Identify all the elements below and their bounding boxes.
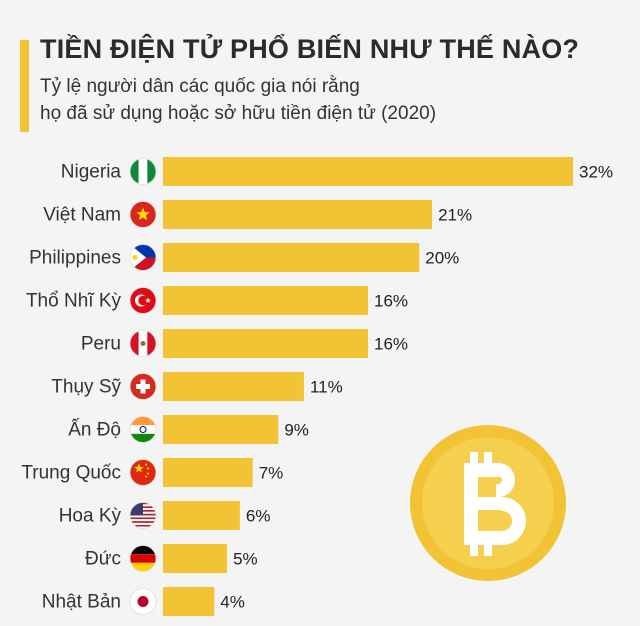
country-label: Peru xyxy=(81,334,121,355)
value-label: 32% xyxy=(579,163,613,182)
bar-row: Nigeria 32% xyxy=(61,157,613,186)
bar xyxy=(163,501,240,530)
bar xyxy=(163,329,368,358)
title-accent-bar xyxy=(20,40,29,132)
value-label: 11% xyxy=(310,378,343,397)
flag-japan-icon xyxy=(129,588,157,615)
value-label: 16% xyxy=(374,335,408,354)
bar-row: Nhật Bản 4% xyxy=(42,587,245,616)
bar-row: Hoa Kỳ 6% xyxy=(59,501,271,530)
bar-row: Ấn Độ 9% xyxy=(68,415,309,444)
bar-row: Việt Nam 21% xyxy=(43,200,472,229)
bar xyxy=(163,200,433,229)
country-label: Nigeria xyxy=(61,162,122,183)
flag-germany-icon xyxy=(129,545,157,572)
value-label: 6% xyxy=(246,507,271,526)
value-label: 9% xyxy=(284,421,309,440)
country-label: Thổ Nhĩ Kỳ xyxy=(26,291,122,312)
bar-row: Đức 5% xyxy=(85,544,258,573)
bar xyxy=(163,544,228,573)
bar xyxy=(163,243,420,272)
country-label: Thụy Sỹ xyxy=(51,377,121,398)
chart-subtitle-line-1: Tỷ lệ người dân các quốc gia nói rằng xyxy=(40,76,360,97)
country-label: Philippines xyxy=(29,248,121,269)
value-label: 20% xyxy=(425,249,459,268)
bar xyxy=(163,157,573,186)
bar xyxy=(163,587,215,616)
flag-philippines-icon xyxy=(129,244,157,271)
value-label: 5% xyxy=(233,550,258,569)
bar xyxy=(163,458,253,487)
value-label: 21% xyxy=(438,206,472,225)
flag-turkey-icon xyxy=(129,287,157,314)
value-label: 16% xyxy=(374,292,408,311)
flag-switzerland-icon xyxy=(129,373,157,400)
country-label: Ấn Độ xyxy=(68,419,121,441)
flag-china-icon xyxy=(129,459,157,486)
flag-nigeria-icon xyxy=(129,158,157,185)
chart-title: TIỀN ĐIỆN TỬ PHỔ BIẾN NHƯ THẾ NÀO? xyxy=(40,34,580,64)
bar xyxy=(163,372,304,401)
flag-peru-icon xyxy=(129,330,157,357)
flag-usa-icon xyxy=(129,502,157,529)
bar-row: Trung Quốc 7% xyxy=(21,458,283,487)
country-label: Nhật Bản xyxy=(42,592,121,613)
bitcoin-coin-icon xyxy=(410,425,566,581)
chart-subtitle-line-2: họ đã sử dụng hoặc sở hữu tiền điện tử (… xyxy=(40,103,437,124)
flag-vietnam-icon xyxy=(129,201,157,228)
country-label: Trung Quốc xyxy=(21,463,121,484)
country-label: Hoa Kỳ xyxy=(59,506,122,527)
bar-row: Thụy Sỹ 11% xyxy=(51,372,343,401)
bar-row: Philippines 20% xyxy=(29,243,459,272)
country-label: Đức xyxy=(85,549,121,570)
bar-row: Peru 16% xyxy=(81,329,408,358)
bar xyxy=(163,415,279,444)
value-label: 4% xyxy=(220,593,245,612)
bar-row: Thổ Nhĩ Kỳ 16% xyxy=(26,286,408,315)
flag-india-icon xyxy=(129,416,157,443)
bar xyxy=(163,286,368,315)
country-label: Việt Nam xyxy=(43,205,121,226)
value-label: 7% xyxy=(259,464,284,483)
